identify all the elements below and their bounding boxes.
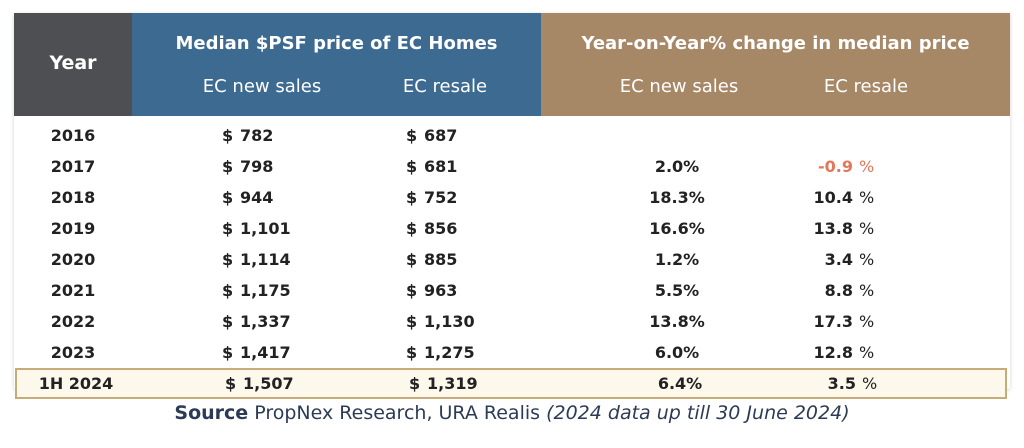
yoy-new-sales-cell: 18.3%	[649, 188, 705, 207]
year-cell: 1H 2024	[38, 374, 114, 393]
price-table: Year Median $PSF price of EC Homes EC ne…	[14, 13, 1010, 399]
resale-currency: $	[406, 219, 418, 238]
year-header-label: Year	[49, 52, 97, 74]
year-cell: 2020	[50, 250, 96, 269]
yoy-resale-percent: %	[859, 188, 875, 207]
resale-psf-cell: 963	[424, 281, 458, 300]
yoy-resale-percent: %	[859, 219, 875, 238]
new-sales-currency: $	[222, 343, 234, 362]
yoy-resale-cell: 10.4	[813, 188, 853, 207]
year-cell: 2017	[50, 157, 96, 176]
new-sales-psf-cell: 944	[240, 188, 274, 207]
year-cell: 2022	[50, 312, 96, 331]
source-label: Source	[174, 402, 249, 424]
table-row: 2020 $1,114 $885 1.2% 3.4%	[14, 244, 1010, 275]
yoy-resale-cell: 3.4	[824, 250, 853, 269]
yoy-resale-cell: -0.9	[818, 157, 853, 176]
yoy-new-sales-cell	[632, 120, 722, 151]
table-row: 2018 $944 $752 18.3% 10.4%	[14, 182, 1010, 213]
table-row: 2021 $1,175 $963 5.5% 8.8%	[14, 275, 1010, 306]
yoy-new-sales-cell: 5.5%	[654, 281, 700, 300]
yoy-resale-percent: %	[859, 281, 875, 300]
year-cell: 2023	[50, 343, 96, 362]
resale-psf-cell: 1,130	[424, 312, 475, 331]
table-row: 2017 $798 $681 2.0% -0.9%	[14, 151, 1010, 182]
yoy-resale-percent: %	[859, 312, 875, 331]
resale-currency: $	[406, 250, 418, 269]
new-sales-currency: $	[222, 312, 234, 331]
new-sales-psf-cell: 798	[240, 157, 274, 176]
yoy-new-sales-col: EC new sales	[619, 76, 739, 97]
source-note: Source PropNex Research, URA Realis (202…	[0, 402, 1024, 424]
resale-currency: $	[406, 157, 418, 176]
yoy-resale-cell	[799, 120, 853, 151]
source-date-note: (2024 data up till 30 June 2024)	[546, 402, 850, 424]
resale-currency: $	[409, 374, 421, 393]
yoy-change-title: Year-on-Year% change in median price	[581, 33, 970, 54]
yoy-resale-percent: %	[862, 374, 878, 393]
yoy-resale-cell: 12.8	[813, 343, 853, 362]
yoy-resale-cell: 3.5	[827, 374, 856, 393]
resale-psf-cell: 1,319	[427, 374, 478, 393]
median-psf-header: Median $PSF price of EC Homes EC new sal…	[132, 13, 541, 116]
yoy-new-sales-cell: 6.4%	[657, 374, 703, 393]
resale-psf-cell: 1,275	[424, 343, 475, 362]
yoy-resale-percent	[859, 120, 879, 151]
median-new-sales-col: EC new sales	[202, 76, 322, 97]
yoy-new-sales-cell: 2.0%	[654, 157, 700, 176]
yoy-resale-percent: %	[859, 343, 875, 362]
resale-psf-cell: 752	[424, 188, 458, 207]
source-text: PropNex Research, URA Realis	[254, 402, 541, 424]
new-sales-currency: $	[222, 126, 234, 145]
yoy-resale-percent: %	[859, 157, 875, 176]
resale-psf-cell: 856	[424, 219, 458, 238]
new-sales-currency: $	[222, 157, 234, 176]
resale-currency: $	[406, 312, 418, 331]
yoy-new-sales-cell: 13.8%	[649, 312, 705, 331]
year-cell: 2018	[50, 188, 96, 207]
new-sales-currency: $	[222, 219, 234, 238]
yoy-new-sales-cell: 1.2%	[654, 250, 700, 269]
year-cell: 2016	[50, 126, 96, 145]
yoy-new-sales-cell: 16.6%	[649, 219, 705, 238]
table-row: 2016 $782 $687	[14, 120, 1010, 151]
table-row: 2019 $1,101 $856 16.6% 13.8%	[14, 213, 1010, 244]
new-sales-psf-cell: 1,175	[240, 281, 291, 300]
resale-psf-cell: 681	[424, 157, 458, 176]
resale-psf-cell: 885	[424, 250, 458, 269]
yoy-resale-percent: %	[859, 250, 875, 269]
median-psf-title: Median $PSF price of EC Homes	[175, 33, 498, 54]
new-sales-psf-cell: 782	[240, 126, 274, 145]
new-sales-currency: $	[225, 374, 237, 393]
new-sales-currency: $	[222, 281, 234, 300]
table-row: 1H 2024 $1,507 $1,319 6.4% 3.5%	[15, 368, 1007, 399]
new-sales-psf-cell: 1,101	[240, 219, 291, 238]
yoy-new-sales-cell: 6.0%	[654, 343, 700, 362]
year-cell: 2021	[50, 281, 96, 300]
year-cell: 2019	[50, 219, 96, 238]
table-row: 2022 $1,337 $1,130 13.8% 17.3%	[14, 306, 1010, 337]
resale-psf-cell: 687	[424, 126, 458, 145]
new-sales-psf-cell: 1,337	[240, 312, 291, 331]
new-sales-currency: $	[222, 250, 234, 269]
new-sales-psf-cell: 1,507	[243, 374, 294, 393]
yoy-change-header: Year-on-Year% change in median price EC …	[541, 13, 1010, 116]
yoy-resale-col: EC resale	[823, 76, 909, 97]
yoy-resale-cell: 13.8	[813, 219, 853, 238]
yoy-resale-cell: 8.8	[824, 281, 853, 300]
resale-currency: $	[406, 126, 418, 145]
new-sales-psf-cell: 1,114	[240, 250, 291, 269]
new-sales-psf-cell: 1,417	[240, 343, 291, 362]
resale-currency: $	[406, 281, 418, 300]
resale-currency: $	[406, 343, 418, 362]
new-sales-currency: $	[222, 188, 234, 207]
year-header: Year	[14, 13, 132, 116]
table-row: 2023 $1,417 $1,275 6.0% 12.8%	[14, 337, 1010, 368]
median-resale-col: EC resale	[402, 76, 488, 97]
yoy-resale-cell: 17.3	[813, 312, 853, 331]
resale-currency: $	[406, 188, 418, 207]
